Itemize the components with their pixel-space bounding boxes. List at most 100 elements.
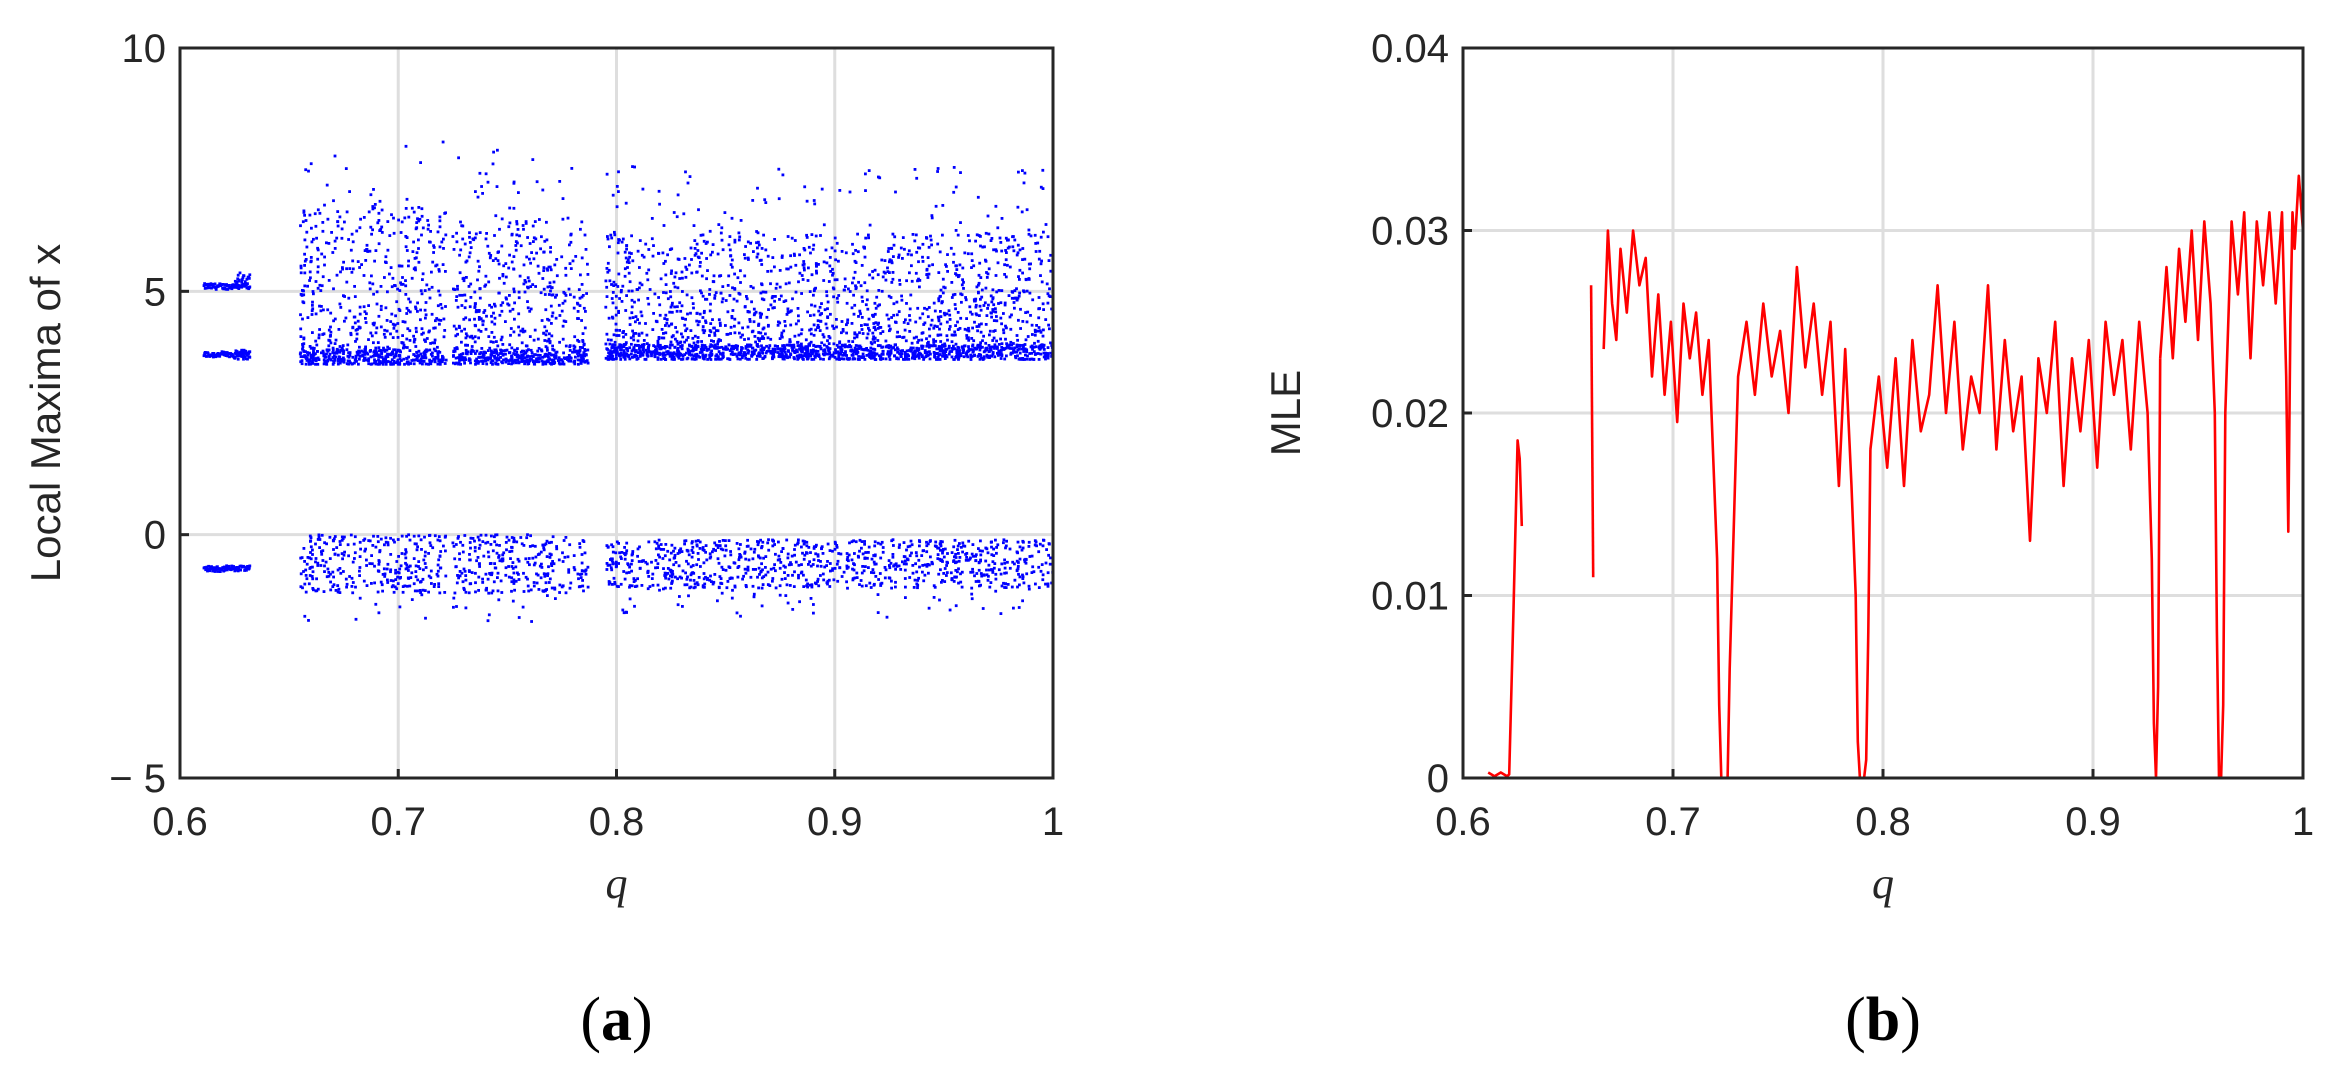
data-point: [370, 232, 373, 236]
data-point: [533, 353, 536, 356]
data-point: [305, 359, 309, 362]
data-point: [891, 553, 895, 556]
data-point: [625, 294, 628, 297]
data-point: [462, 317, 466, 321]
data-point: [666, 549, 670, 553]
data-point: [408, 538, 412, 542]
data-point: [375, 354, 378, 357]
data-point: [916, 279, 919, 283]
data-point: [511, 360, 514, 364]
data-point: [970, 597, 974, 601]
data-point: [299, 572, 303, 576]
data-point: [914, 562, 917, 566]
data-point: [975, 285, 979, 289]
data-point: [332, 351, 336, 355]
data-point: [321, 559, 325, 562]
data-point: [978, 357, 982, 361]
data-point: [345, 348, 349, 352]
data-point: [405, 563, 409, 567]
data-point: [327, 344, 331, 348]
data-point: [753, 335, 757, 338]
data-point: [614, 322, 618, 326]
data-point: [809, 314, 812, 317]
data-point: [778, 566, 782, 570]
data-point: [529, 307, 533, 311]
data-point: [424, 616, 427, 620]
data-point: [458, 353, 461, 357]
data-point: [880, 581, 884, 585]
data-point: [699, 233, 703, 237]
data-point: [422, 356, 426, 360]
data-point: [1037, 326, 1041, 329]
data-point: [512, 287, 516, 291]
data-point: [805, 551, 809, 555]
data-point: [832, 295, 835, 299]
data-point: [437, 585, 441, 588]
data-point: [913, 239, 917, 243]
data-point: [825, 326, 829, 330]
data-point: [216, 352, 220, 355]
data-point: [835, 278, 839, 282]
data-point: [524, 557, 528, 561]
data-point: [505, 548, 508, 552]
data-point: [580, 256, 584, 260]
data-point: [955, 268, 959, 271]
data-point: [455, 240, 459, 244]
data-point: [702, 577, 706, 581]
data-point: [327, 571, 331, 574]
data-point: [910, 253, 913, 257]
data-point: [467, 591, 471, 595]
data-point: [514, 244, 518, 247]
data-point: [851, 252, 855, 256]
data-point: [363, 249, 367, 252]
data-point: [735, 542, 739, 545]
data-point: [850, 306, 854, 310]
data-point: [340, 236, 344, 240]
data-point: [922, 549, 925, 552]
data-point: [222, 565, 226, 569]
data-point: [771, 539, 775, 542]
data-point: [504, 566, 508, 570]
data-point: [555, 293, 558, 297]
data-point: [379, 349, 382, 352]
data-point: [877, 578, 880, 581]
data-point: [725, 586, 729, 590]
data-point: [572, 347, 576, 351]
data-point: [240, 348, 244, 352]
data-point: [624, 201, 628, 205]
data-point: [926, 315, 930, 319]
data-point: [810, 585, 814, 589]
data-point: [664, 358, 668, 361]
data-point: [303, 284, 307, 288]
data-point: [614, 328, 618, 332]
data-point: [1041, 168, 1045, 172]
data-point: [428, 533, 432, 537]
data-point: [538, 564, 542, 568]
data-point: [432, 347, 436, 351]
data-point: [1023, 171, 1027, 175]
data-point: [546, 268, 549, 272]
data-point: [564, 320, 568, 323]
data-point: [509, 358, 513, 362]
data-point: [423, 289, 427, 292]
data-point: [432, 357, 436, 361]
data-point: [572, 554, 576, 557]
data-point: [814, 262, 818, 265]
data-point: [788, 338, 792, 341]
data-point: [968, 557, 972, 561]
data-point: [765, 315, 769, 319]
data-point: [716, 544, 720, 547]
data-point: [605, 267, 609, 270]
data-point: [496, 148, 499, 152]
data-point: [404, 561, 407, 565]
data-point: [383, 572, 387, 576]
data-point: [428, 358, 431, 362]
data-point: [468, 582, 472, 586]
data-point: [578, 304, 582, 307]
data-point: [459, 540, 462, 544]
data-point: [878, 572, 882, 575]
data-point: [1035, 324, 1038, 327]
data-point: [478, 231, 482, 234]
data-point: [915, 570, 919, 574]
data-point: [672, 549, 675, 553]
